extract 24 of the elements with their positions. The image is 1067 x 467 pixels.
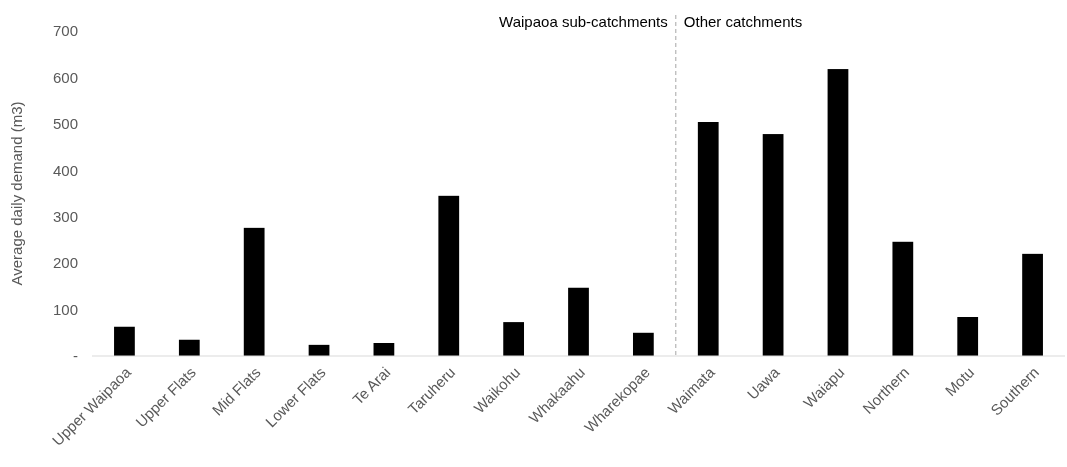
bar: [697, 122, 719, 356]
bar: [243, 227, 265, 356]
y-tick-label: 600: [52, 68, 78, 86]
text: Other catchments: [683, 13, 803, 30]
bar: [568, 287, 589, 356]
bar: [632, 332, 654, 356]
bar: [762, 134, 784, 356]
y-tick-label: 700: [52, 22, 78, 40]
bar: [438, 195, 460, 356]
text: Waipaoa sub-catchments: [499, 13, 668, 30]
bar: [957, 317, 979, 356]
bar: [892, 241, 914, 356]
y-tick-label: 500: [52, 115, 78, 133]
bar: [1022, 253, 1043, 356]
y-tick-label: 300: [52, 207, 78, 225]
bar: [178, 339, 200, 356]
y-tick-label: -: [73, 347, 78, 365]
bar: [503, 322, 525, 356]
y-tick-label: 400: [52, 161, 78, 179]
bar: [827, 69, 849, 356]
y-axis-title: Average daily demand (m3): [8, 101, 25, 286]
bar: [114, 326, 135, 356]
y-tick-label: 100: [52, 300, 78, 318]
y-tick-label: 200: [52, 254, 78, 272]
